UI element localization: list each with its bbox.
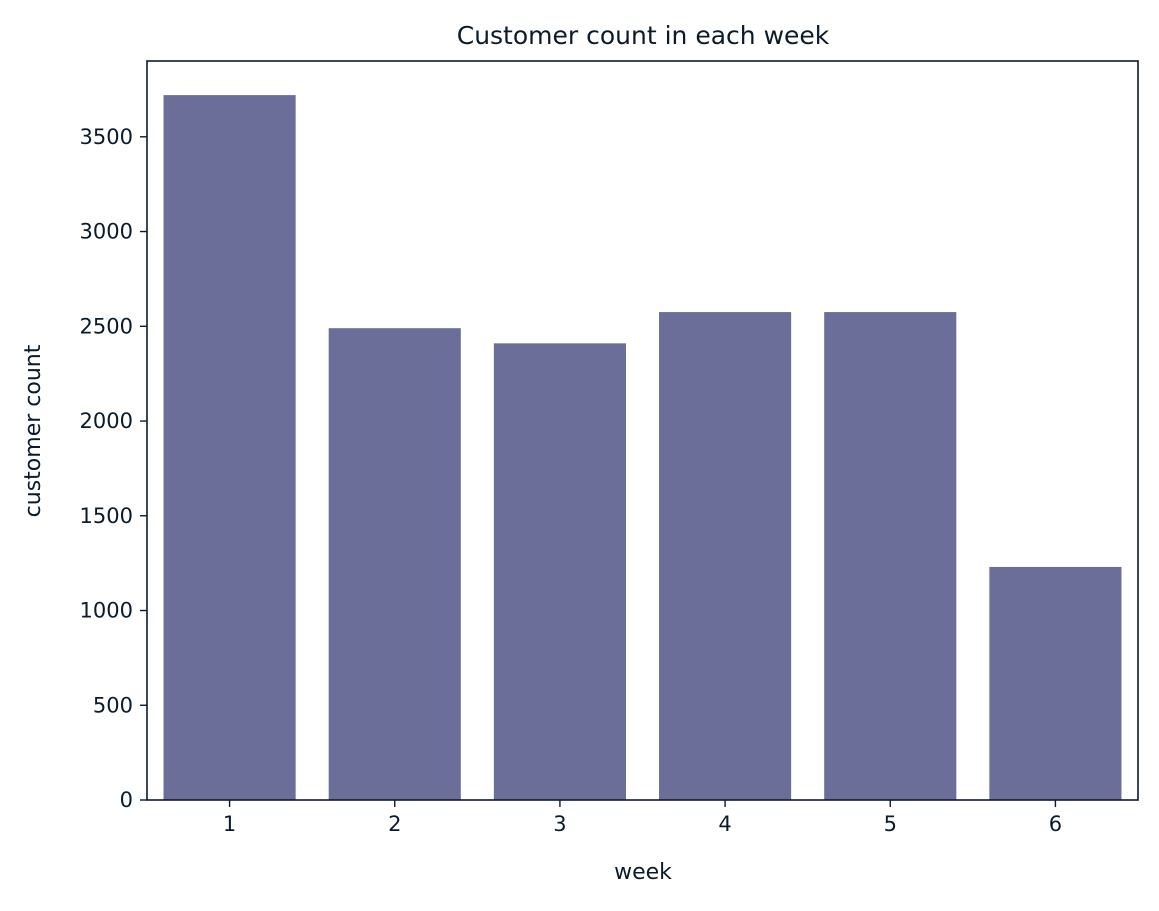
y-axis-label: customer count [21, 344, 46, 517]
x-axis-label: week [614, 860, 672, 885]
x-tick-label: 4 [718, 812, 731, 836]
x-tick-label: 5 [884, 812, 897, 836]
bar-week-1 [163, 95, 296, 801]
y-tick-label: 1500 [80, 504, 133, 528]
x-axis-ticks: 1 2 3 4 5 6 [223, 800, 1062, 836]
bar-week-4 [659, 312, 792, 800]
x-tick-label: 3 [553, 812, 566, 836]
x-tick-label: 2 [388, 812, 401, 836]
bar-week-2 [328, 328, 461, 800]
y-tick-label: 0 [120, 788, 133, 812]
plot-frame [146, 60, 1139, 801]
x-tick-label: 6 [1049, 812, 1062, 836]
y-tick-label: 1000 [80, 599, 133, 623]
bar-week-5 [824, 312, 957, 800]
y-tick-label: 500 [93, 693, 133, 717]
bar-week-6 [989, 566, 1122, 800]
bars-layer [163, 95, 1122, 801]
chart-title: Customer count in each week [457, 21, 830, 50]
y-axis-ticks: 0 500 1000 1500 2000 2500 3000 3500 [80, 125, 147, 812]
y-tick-label: 3500 [80, 125, 133, 149]
bar-week-3 [493, 343, 626, 800]
y-tick-label: 2500 [80, 314, 133, 338]
y-tick-label: 2000 [80, 409, 133, 433]
y-tick-label: 3000 [80, 220, 133, 244]
x-tick-label: 1 [223, 812, 236, 836]
